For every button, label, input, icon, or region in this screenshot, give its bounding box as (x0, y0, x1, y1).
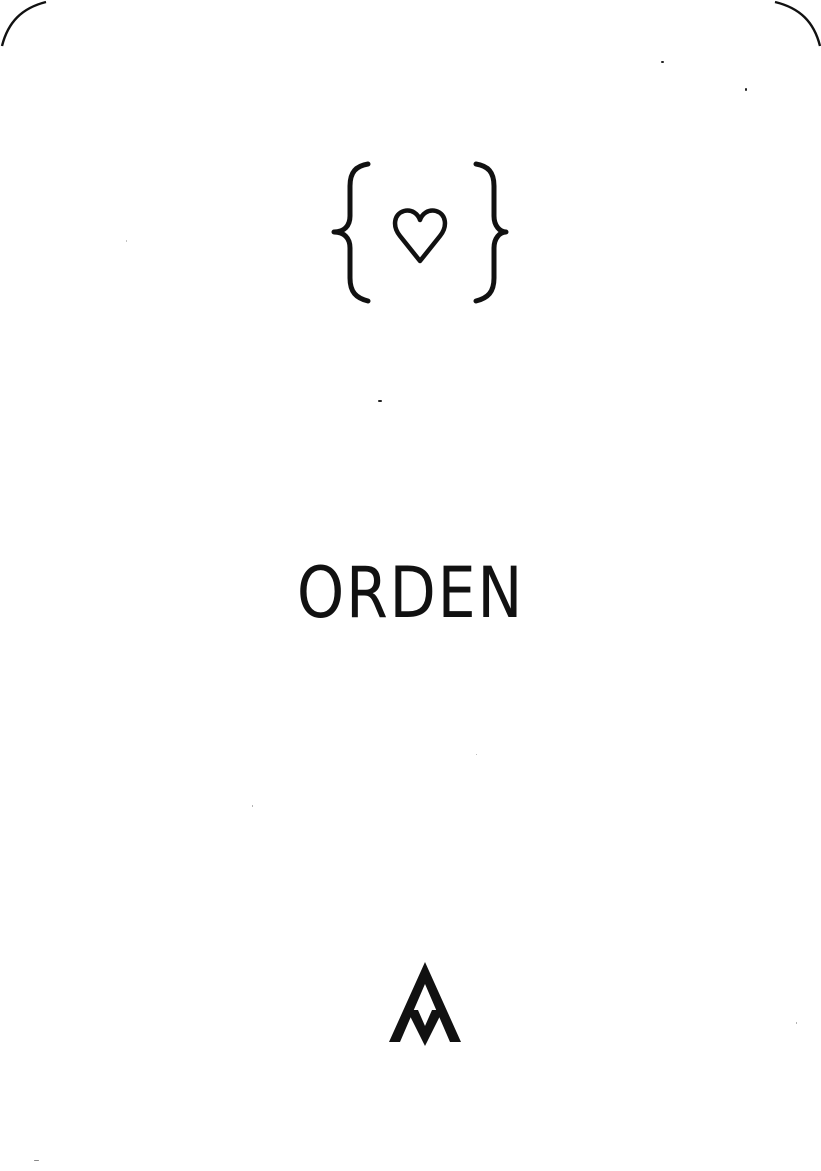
print-speck (34, 1160, 39, 1161)
stacked-a-monogram-logo (389, 962, 461, 1046)
print-speck (796, 1022, 797, 1024)
print-speck (378, 400, 382, 402)
print-speck (745, 88, 747, 91)
print-speck (661, 61, 664, 63)
print-speck (126, 240, 127, 242)
print-speck (476, 754, 477, 755)
print-speck (252, 805, 253, 807)
card-rounded-corners (0, 0, 821, 47)
heart-in-braces-icon (331, 161, 509, 304)
card-title: ORDEN (296, 552, 525, 634)
